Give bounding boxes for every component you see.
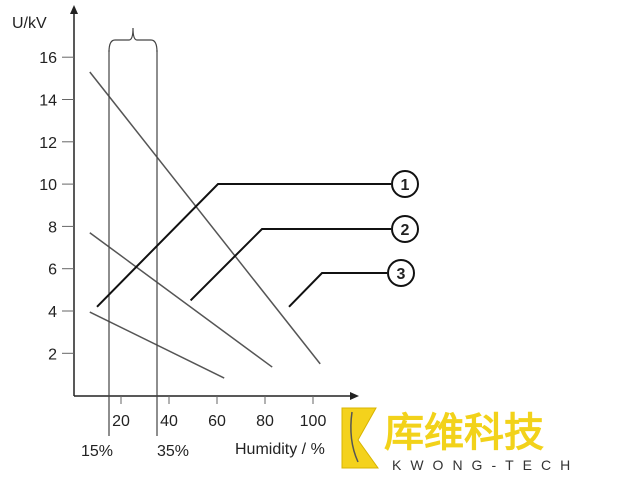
x-tick-label: 20 bbox=[112, 413, 130, 430]
x-tick-label: 80 bbox=[256, 413, 274, 430]
y-tick-label: 14 bbox=[39, 93, 57, 110]
y-tick-label: 8 bbox=[48, 219, 57, 236]
y-axis-arrow bbox=[70, 5, 78, 14]
x-tick-label: 60 bbox=[208, 413, 226, 430]
callout-label: 1 bbox=[401, 177, 410, 194]
logo-text-cn: 库维科技 bbox=[384, 410, 544, 456]
x-axis-arrow bbox=[350, 392, 359, 400]
callout-circle bbox=[391, 215, 419, 243]
callout-leader bbox=[288, 272, 387, 308]
series-line-1 bbox=[89, 71, 321, 365]
y-tick-label: 10 bbox=[39, 177, 57, 194]
callout-circle bbox=[391, 170, 419, 198]
x-tick-label: 100 bbox=[300, 413, 327, 430]
series-line-2 bbox=[89, 232, 273, 368]
range-brace bbox=[108, 27, 158, 53]
x-axis-label: Humidity / % bbox=[235, 441, 325, 458]
callout-label: 2 bbox=[401, 222, 410, 239]
y-tick-label: 2 bbox=[48, 346, 57, 363]
y-axis-label: U/kV bbox=[12, 15, 47, 32]
logo: 库维科技 KWONG-TECH bbox=[338, 404, 634, 478]
y-tick-label: 12 bbox=[39, 135, 57, 152]
logo-text-en: KWONG-TECH bbox=[392, 457, 579, 473]
callout-label: 3 bbox=[397, 266, 406, 283]
range-marker-label: 15% bbox=[81, 443, 113, 460]
x-tick-label: 40 bbox=[160, 413, 178, 430]
callout-leader bbox=[96, 183, 391, 308]
callout-leader bbox=[189, 228, 391, 302]
range-marker-label: 35% bbox=[157, 443, 189, 460]
y-tick-label: 6 bbox=[48, 262, 57, 279]
y-tick-label: 4 bbox=[48, 304, 57, 321]
y-tick-label: 16 bbox=[39, 50, 57, 67]
callout-circle bbox=[387, 259, 415, 287]
